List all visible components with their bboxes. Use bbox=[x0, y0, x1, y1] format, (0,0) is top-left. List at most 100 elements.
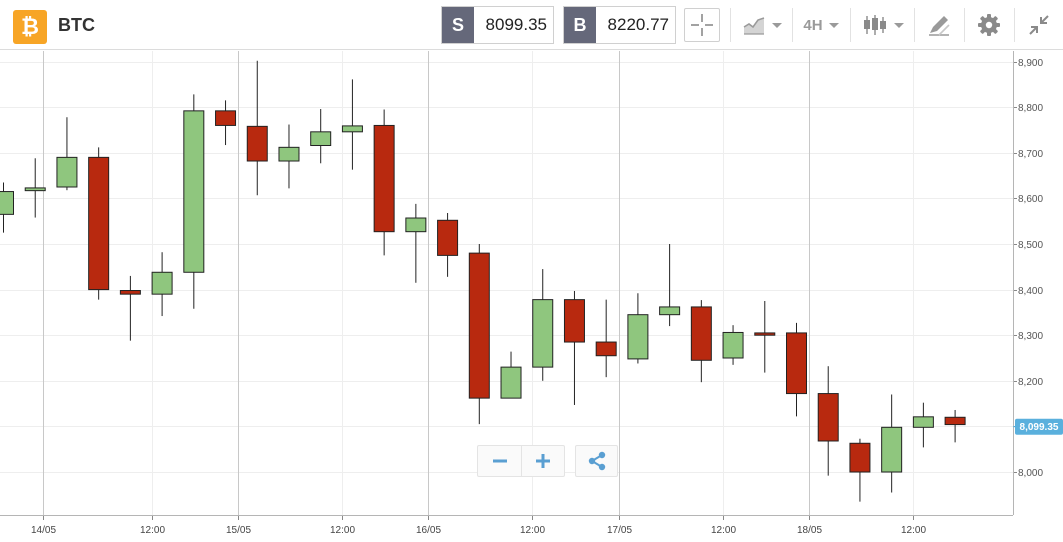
x-tick-label: 12:00 bbox=[520, 525, 545, 536]
bearish-candle bbox=[817, 366, 839, 476]
y-tick-label: 8,400 bbox=[1018, 286, 1043, 297]
candle-body bbox=[278, 146, 300, 162]
drawing-tools-button[interactable] bbox=[920, 8, 958, 42]
y-tick-label: 8,300 bbox=[1018, 331, 1043, 342]
chevron-down-icon bbox=[828, 22, 839, 28]
candle-body bbox=[817, 393, 839, 442]
collapse-button[interactable] bbox=[1020, 8, 1058, 42]
buy-price: 8220.77 bbox=[607, 15, 669, 34]
x-tick-label: 12:00 bbox=[901, 525, 926, 536]
x-tick-label: 12:00 bbox=[140, 525, 165, 536]
area-chart-icon bbox=[743, 17, 765, 35]
candle-body bbox=[595, 341, 617, 357]
candle-body bbox=[215, 110, 237, 126]
y-tick-label: 8,200 bbox=[1018, 377, 1043, 388]
candle-body bbox=[310, 131, 332, 147]
crosshair-icon bbox=[691, 14, 713, 36]
toolbar-divider bbox=[730, 8, 731, 42]
bitcoin-icon: ₿ bbox=[13, 10, 47, 44]
y-tick-label: 8,800 bbox=[1018, 103, 1043, 114]
candle-body bbox=[944, 416, 966, 426]
pen-icon bbox=[929, 16, 950, 36]
candle-body bbox=[88, 156, 110, 291]
candle-body bbox=[627, 314, 649, 360]
interval-label: 4H bbox=[803, 16, 823, 34]
y-tick-label: 8,500 bbox=[1018, 240, 1043, 251]
candle-body bbox=[24, 187, 46, 192]
bearish-candle bbox=[468, 244, 490, 425]
bearish-candle bbox=[849, 438, 871, 502]
x-tick-label: 17/05 bbox=[607, 525, 632, 536]
collapse-arrows-icon bbox=[1029, 15, 1049, 35]
zoom-out-button[interactable] bbox=[478, 446, 521, 476]
sell-label: S bbox=[442, 7, 474, 43]
buy-quote-button[interactable]: B 8220.77 bbox=[563, 6, 676, 44]
chevron-down-icon bbox=[894, 22, 904, 28]
interval-dropdown[interactable]: 4H bbox=[798, 8, 844, 42]
settings-button[interactable] bbox=[970, 8, 1008, 42]
y-tick-label: 8,600 bbox=[1018, 194, 1043, 205]
bullish-candle bbox=[627, 293, 649, 364]
candle-body bbox=[468, 252, 490, 399]
sell-quote-button[interactable]: S 8099.35 bbox=[441, 6, 554, 44]
bearish-candle bbox=[786, 322, 807, 417]
candle-body bbox=[532, 299, 554, 368]
bullish-candle bbox=[881, 394, 903, 493]
y-tick-label: 8,900 bbox=[1018, 58, 1043, 69]
zoom-in-button[interactable] bbox=[521, 446, 564, 476]
share-icon bbox=[588, 451, 605, 471]
share-button[interactable] bbox=[575, 445, 618, 477]
bearish-candle bbox=[373, 109, 395, 256]
y-tick-label: 8,000 bbox=[1018, 468, 1043, 479]
bullish-candle bbox=[56, 117, 78, 191]
chart-type-dropdown[interactable] bbox=[738, 8, 786, 42]
candle-style-dropdown[interactable] bbox=[858, 8, 908, 42]
gear-icon bbox=[978, 14, 1000, 36]
bearish-candle bbox=[754, 301, 776, 373]
asset-name: BTC bbox=[58, 15, 95, 35]
candle-body bbox=[849, 442, 871, 473]
candle-body bbox=[754, 332, 776, 336]
candle-body bbox=[500, 366, 522, 399]
bullish-candle bbox=[151, 252, 173, 317]
sell-price: 8099.35 bbox=[485, 15, 547, 34]
bullish-candle bbox=[183, 94, 205, 309]
toolbar-divider bbox=[792, 8, 793, 42]
crosshair-button[interactable] bbox=[684, 8, 720, 42]
bearish-candle bbox=[246, 60, 268, 196]
candle-body bbox=[659, 306, 681, 316]
y-tick-label: 8,700 bbox=[1018, 149, 1043, 160]
toolbar-divider bbox=[850, 8, 851, 42]
bearish-candle bbox=[437, 212, 459, 277]
candle-body bbox=[56, 156, 78, 188]
toolbar-divider bbox=[1014, 8, 1015, 42]
x-tick-label: 12:00 bbox=[711, 525, 736, 536]
bullish-candle bbox=[341, 79, 363, 170]
candle-body bbox=[0, 191, 14, 215]
x-tick-label: 15/05 bbox=[226, 525, 251, 536]
x-tick-label: 14/05 bbox=[31, 525, 56, 536]
bullish-candle bbox=[405, 203, 427, 283]
bullish-candle bbox=[500, 351, 522, 399]
bearish-candle bbox=[215, 100, 237, 146]
candle-body bbox=[405, 217, 427, 233]
bullish-candle bbox=[532, 269, 554, 381]
toolbar-divider bbox=[914, 8, 915, 42]
bullish-candle bbox=[722, 325, 744, 365]
bullish-candle bbox=[278, 124, 300, 189]
chevron-down-icon bbox=[772, 22, 782, 28]
x-tick-label: 16/05 bbox=[416, 525, 441, 536]
candle-body bbox=[373, 124, 395, 233]
x-tick-label: 18/05 bbox=[797, 525, 822, 536]
bullish-candle bbox=[912, 402, 934, 448]
bullish-candle bbox=[0, 182, 14, 233]
candle-body bbox=[341, 125, 363, 133]
plus-icon bbox=[536, 454, 550, 468]
bullish-candle bbox=[659, 244, 681, 327]
chart-toolbar: ₿ BTC S 8099.35 B 8220.77 4H bbox=[0, 0, 1063, 50]
bearish-candle bbox=[944, 409, 966, 443]
candle-body bbox=[690, 306, 712, 361]
bearish-candle bbox=[119, 275, 141, 341]
bullish-candle bbox=[310, 109, 332, 164]
